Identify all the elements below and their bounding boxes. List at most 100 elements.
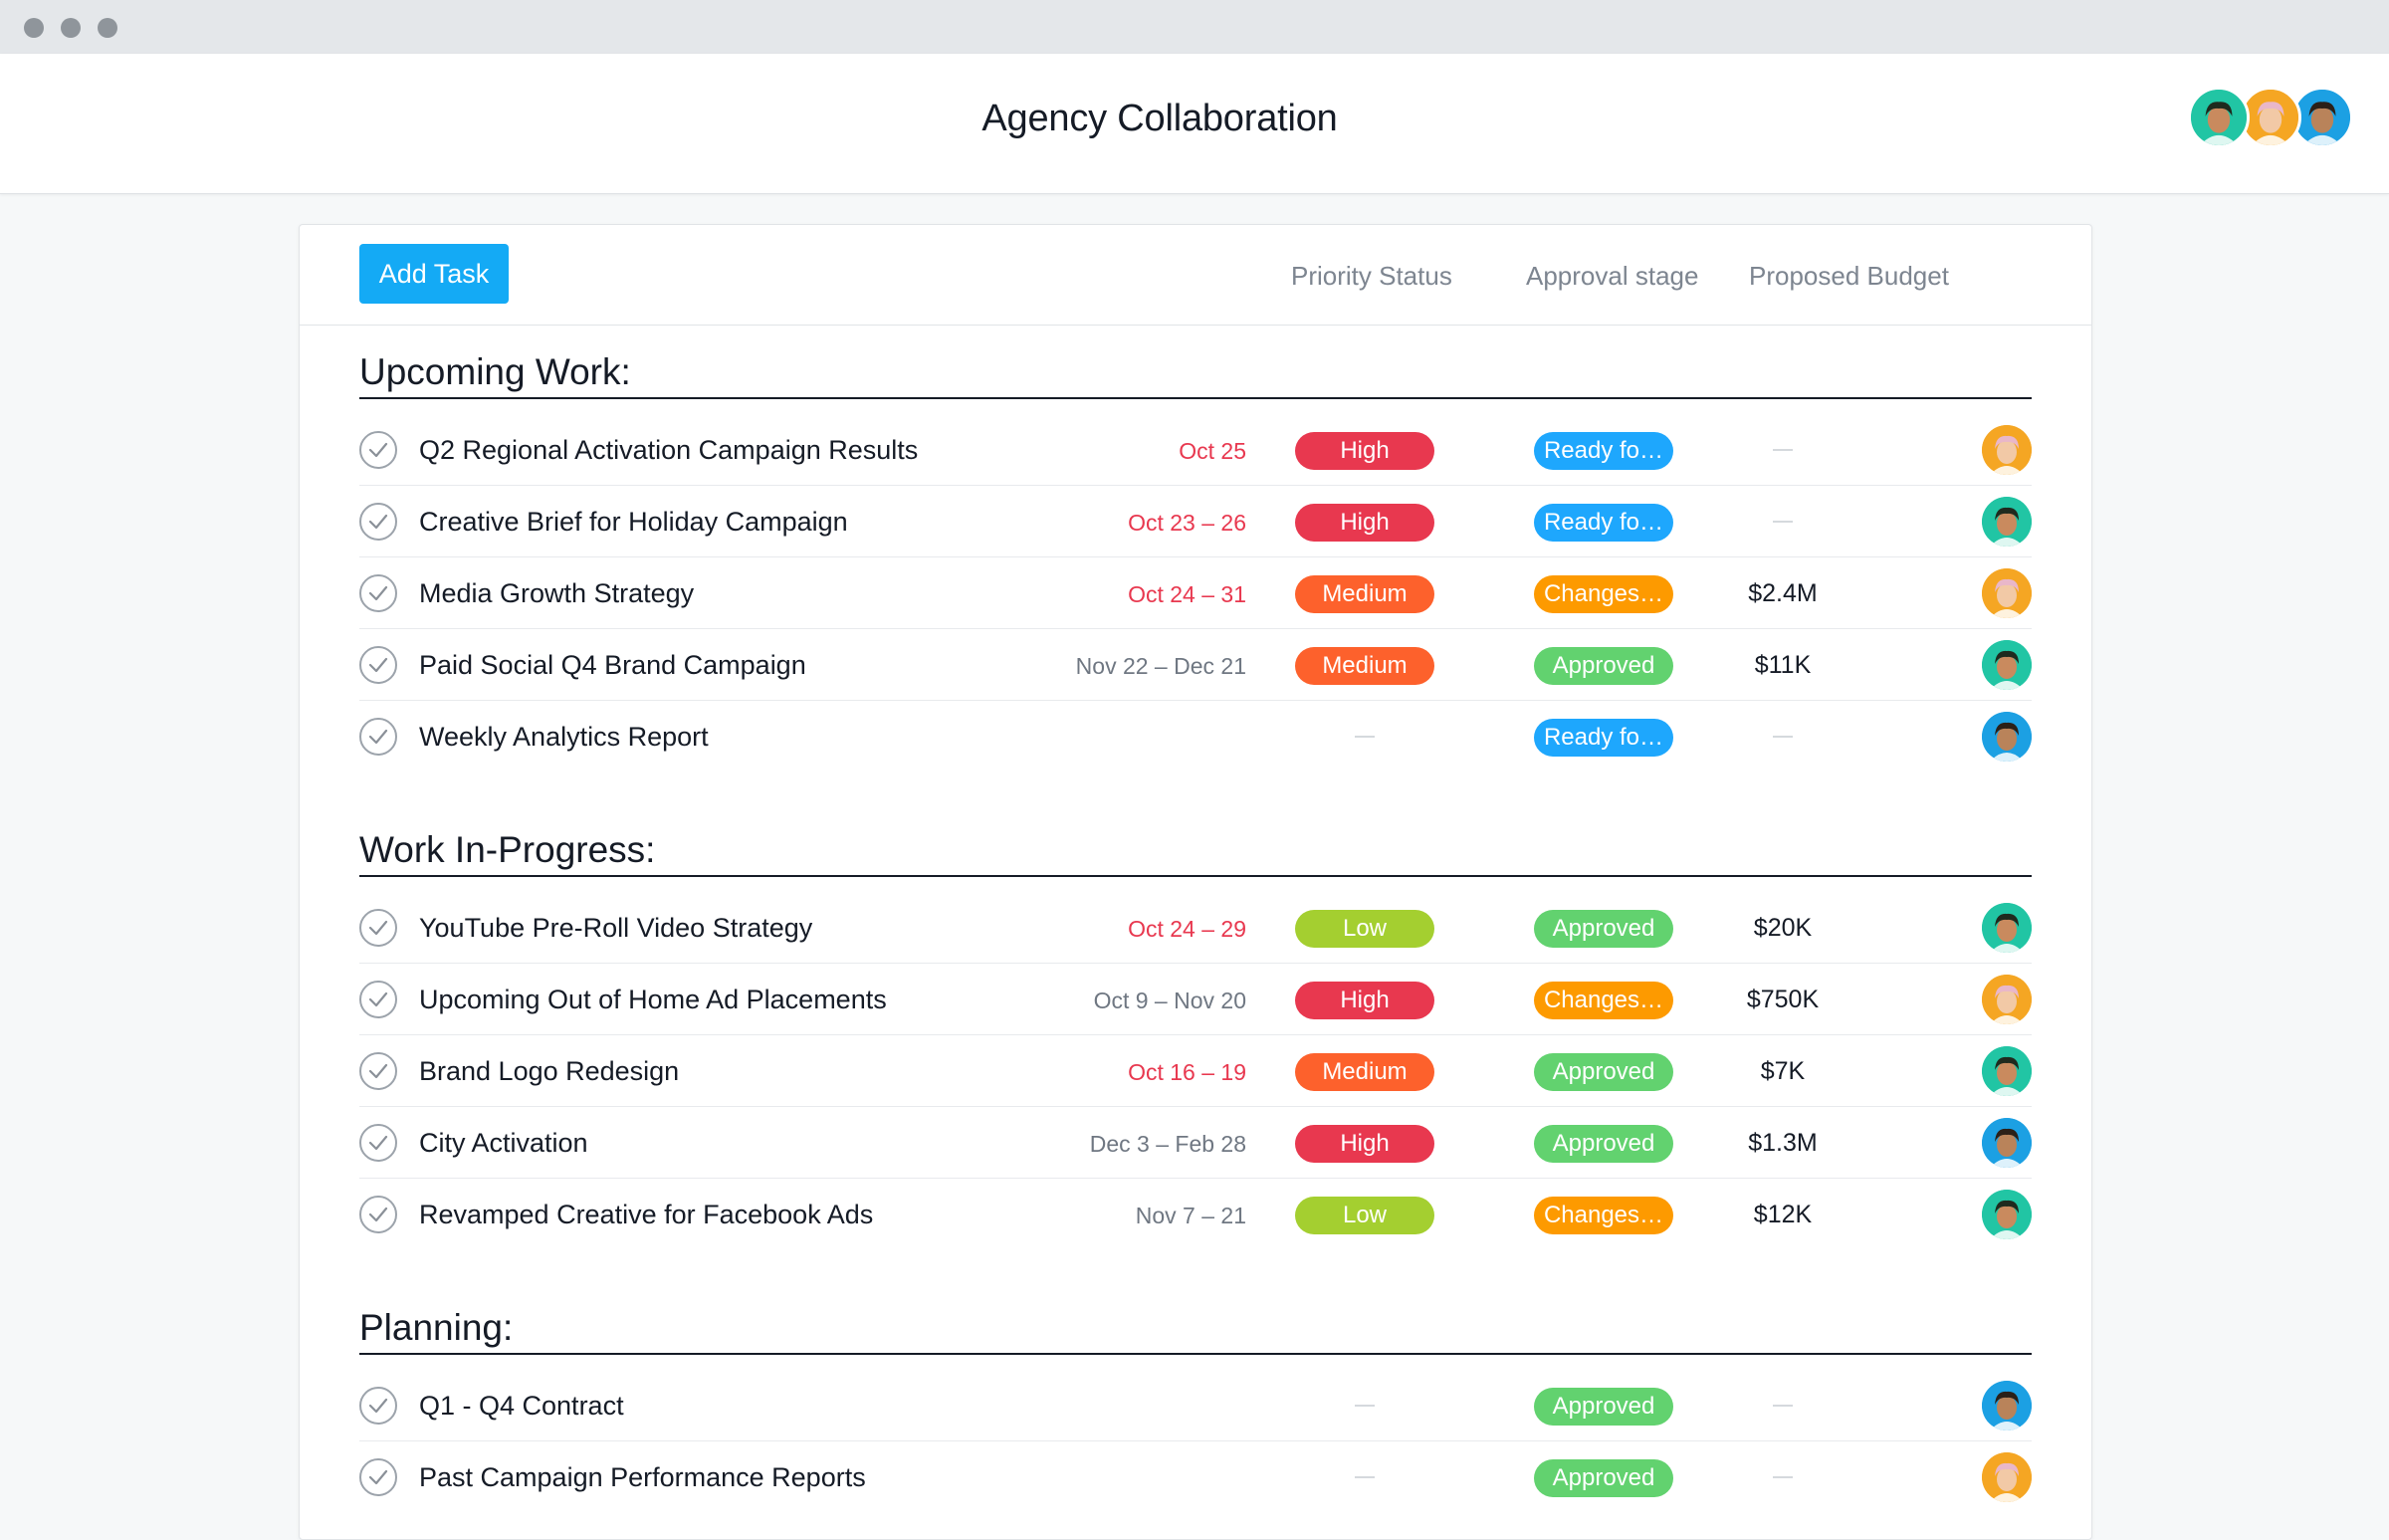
due-date[interactable]: Oct 25	[1179, 438, 1246, 464]
section-title[interactable]: Upcoming Work:	[359, 331, 2032, 399]
task-name[interactable]: Brand Logo Redesign	[419, 1056, 680, 1086]
proposed-budget[interactable]: $750K	[1746, 986, 1820, 1013]
approval-stage-pill[interactable]: Ready fo…	[1534, 432, 1673, 470]
task-row[interactable]: YouTube Pre-Roll Video Strategy Oct 24 – …	[359, 892, 2032, 964]
task-row[interactable]: Media Growth Strategy Oct 24 – 31 Medium Ch…	[359, 557, 2032, 629]
approval-stage-pill[interactable]: Changes…	[1534, 1197, 1673, 1234]
approval-stage-pill[interactable]: Approved	[1534, 647, 1673, 685]
task-row[interactable]: City Activation Dec 3 – Feb 28 High Approve…	[359, 1107, 2032, 1179]
due-date[interactable]: Oct 9 – Nov 20	[1093, 988, 1246, 1013]
complete-checkmark-icon[interactable]	[359, 1052, 397, 1090]
approval-stage-pill[interactable]: Ready fo…	[1534, 504, 1673, 542]
proposed-budget[interactable]: $2.4M	[1748, 579, 1818, 607]
priority-status-pill[interactable]: High	[1295, 982, 1434, 1019]
priority-status-pill[interactable]: Low	[1295, 910, 1434, 948]
task-row[interactable]: Creative Brief for Holiday Campaign Oct 2…	[359, 486, 2032, 557]
task-name[interactable]: Q2 Regional Activation Campaign Results	[419, 435, 919, 465]
priority-status-pill[interactable]: Medium	[1295, 647, 1434, 685]
task-name[interactable]: Paid Social Q4 Brand Campaign	[419, 650, 806, 680]
priority-status-pill[interactable]: Low	[1295, 1197, 1434, 1234]
task-row[interactable]: Upcoming Out of Home Ad Placements Oct 9 …	[359, 964, 2032, 1035]
member-1-avatar[interactable]	[1982, 903, 2032, 953]
complete-checkmark-icon[interactable]	[359, 1196, 397, 1233]
approval-stage-pill[interactable]: Approved	[1534, 1388, 1673, 1426]
section-title[interactable]: Planning:	[359, 1287, 2032, 1355]
task-row[interactable]: Past Campaign Performance Reports Approve…	[359, 1441, 2032, 1513]
complete-checkmark-icon[interactable]	[359, 909, 397, 947]
approval-stage-pill[interactable]: Approved	[1534, 1053, 1673, 1091]
task-name[interactable]: Upcoming Out of Home Ad Placements	[419, 985, 887, 1014]
due-date[interactable]: Oct 24 – 29	[1128, 916, 1246, 942]
member-3-avatar[interactable]	[1982, 1381, 2032, 1430]
member-3-avatar[interactable]	[2291, 87, 2353, 148]
task-row[interactable]: Paid Social Q4 Brand Campaign Nov 22 – De…	[359, 629, 2032, 701]
approval-stage-pill[interactable]: Approved	[1534, 910, 1673, 948]
member-1-avatar[interactable]	[1982, 1190, 2032, 1239]
window-chrome	[0, 0, 2389, 54]
project-members[interactable]	[2188, 87, 2353, 150]
priority-status-pill[interactable]: High	[1295, 1125, 1434, 1163]
member-3-avatar[interactable]	[1982, 712, 2032, 762]
member-1-avatar[interactable]	[2188, 87, 2250, 148]
member-2-avatar[interactable]	[2240, 87, 2301, 148]
member-1-avatar[interactable]	[1982, 497, 2032, 547]
priority-status-pill[interactable]: Medium	[1295, 1053, 1434, 1091]
proposed-budget[interactable]: $20K	[1753, 914, 1813, 942]
task-name[interactable]: Past Campaign Performance Reports	[419, 1462, 866, 1492]
due-date[interactable]: Oct 24 – 31	[1128, 581, 1246, 607]
task-name[interactable]: Revamped Creative for Facebook Ads	[419, 1200, 874, 1229]
approval-stage-pill[interactable]: Approved	[1534, 1459, 1673, 1497]
task-name[interactable]: Media Growth Strategy	[419, 578, 695, 608]
section-title[interactable]: Work In-Progress:	[359, 809, 2032, 877]
proposed-budget[interactable]: $1.3M	[1748, 1129, 1818, 1157]
due-date[interactable]: Oct 23 – 26	[1128, 510, 1246, 536]
column-header-proposed-budget[interactable]: Proposed Budget	[1749, 261, 1949, 291]
due-date[interactable]: Dec 3 – Feb 28	[1089, 1131, 1246, 1157]
complete-checkmark-icon[interactable]	[359, 718, 397, 756]
task-row[interactable]: Weekly Analytics Report Ready fo…	[359, 701, 2032, 772]
member-1-avatar[interactable]	[1982, 1046, 2032, 1096]
task-name[interactable]: YouTube Pre-Roll Video Strategy	[419, 913, 813, 943]
complete-checkmark-icon[interactable]	[359, 981, 397, 1018]
task-name[interactable]: Weekly Analytics Report	[419, 722, 709, 752]
window-zoom-dot[interactable]	[98, 18, 117, 38]
due-date[interactable]: Nov 22 – Dec 21	[1075, 653, 1246, 679]
approval-stage-pill[interactable]: Changes…	[1534, 575, 1673, 613]
task-row[interactable]: Revamped Creative for Facebook Ads Nov 7 …	[359, 1179, 2032, 1250]
due-date[interactable]: Oct 16 – 19	[1128, 1059, 1246, 1085]
task-name[interactable]: Q1 - Q4 Contract	[419, 1391, 624, 1421]
task-row[interactable]: Brand Logo Redesign Oct 16 – 19 Medium Appr…	[359, 1035, 2032, 1107]
task-row[interactable]: Q2 Regional Activation Campaign Results O…	[359, 414, 2032, 486]
complete-checkmark-icon[interactable]	[359, 1458, 397, 1496]
proposed-budget[interactable]: $11K	[1754, 651, 1812, 679]
complete-checkmark-icon[interactable]	[359, 503, 397, 541]
task-row[interactable]: Q1 - Q4 Contract Approved	[359, 1370, 2032, 1441]
column-header-approval-stage[interactable]: Approval stage	[1526, 261, 1699, 291]
member-2-avatar[interactable]	[1982, 425, 2032, 475]
window-minimize-dot[interactable]	[61, 18, 81, 38]
member-3-avatar[interactable]	[1982, 1118, 2032, 1168]
priority-status-pill[interactable]: Medium	[1295, 575, 1434, 613]
priority-status-pill[interactable]: High	[1295, 504, 1434, 542]
proposed-budget[interactable]: $7K	[1760, 1057, 1806, 1085]
approval-stage-pill[interactable]: Approved	[1534, 1125, 1673, 1163]
column-header-priority-status[interactable]: Priority Status	[1291, 261, 1452, 291]
member-1-avatar[interactable]	[1982, 640, 2032, 690]
approval-stage-pill[interactable]: Ready fo…	[1534, 719, 1673, 757]
member-2-avatar[interactable]	[1982, 975, 2032, 1024]
task-name[interactable]: Creative Brief for Holiday Campaign	[419, 507, 848, 537]
priority-status-pill[interactable]: High	[1295, 432, 1434, 470]
proposed-budget[interactable]: $12K	[1753, 1201, 1813, 1228]
complete-checkmark-icon[interactable]	[359, 1387, 397, 1425]
approval-stage-pill[interactable]: Changes…	[1534, 982, 1673, 1019]
complete-checkmark-icon[interactable]	[359, 574, 397, 612]
add-task-button[interactable]: Add Task	[359, 244, 509, 304]
due-date[interactable]: Nov 7 – 21	[1135, 1203, 1246, 1228]
complete-checkmark-icon[interactable]	[359, 431, 397, 469]
member-2-avatar[interactable]	[1982, 568, 2032, 618]
complete-checkmark-icon[interactable]	[359, 1124, 397, 1162]
member-2-avatar[interactable]	[1982, 1452, 2032, 1502]
complete-checkmark-icon[interactable]	[359, 646, 397, 684]
window-close-dot[interactable]	[24, 18, 44, 38]
task-name[interactable]: City Activation	[419, 1128, 588, 1158]
